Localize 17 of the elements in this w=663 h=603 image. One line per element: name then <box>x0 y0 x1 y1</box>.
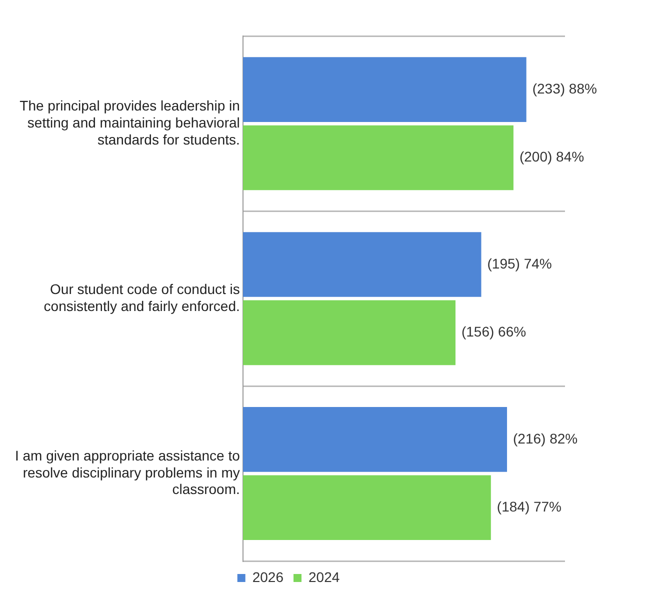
legend-label: 2024 <box>308 568 340 585</box>
bar <box>242 300 456 366</box>
legend-label: 2026 <box>252 568 284 585</box>
bar <box>242 475 491 540</box>
data-label: (216) 82% <box>513 430 578 446</box>
data-label: (156) 66% <box>461 324 526 340</box>
y-tick-label: The principal provides leadership in setting and maintaining behavioral standards for students. <box>20 98 240 148</box>
bar <box>242 232 482 297</box>
bar <box>242 57 526 122</box>
bar <box>242 407 508 472</box>
data-label: (195) 74% <box>487 255 552 272</box>
bar <box>242 125 514 190</box>
y-tick-label: Our student code of conduct is consistently and fairly enforced. <box>44 281 240 314</box>
y-tick-label: I am given appropriate assistance to resolve disciplinary problems in my classroom. <box>14 448 240 498</box>
data-label: (200) 84% <box>519 148 584 165</box>
data-label: (184) 77% <box>496 498 562 515</box>
data-label: (233) 88% <box>532 80 597 96</box>
